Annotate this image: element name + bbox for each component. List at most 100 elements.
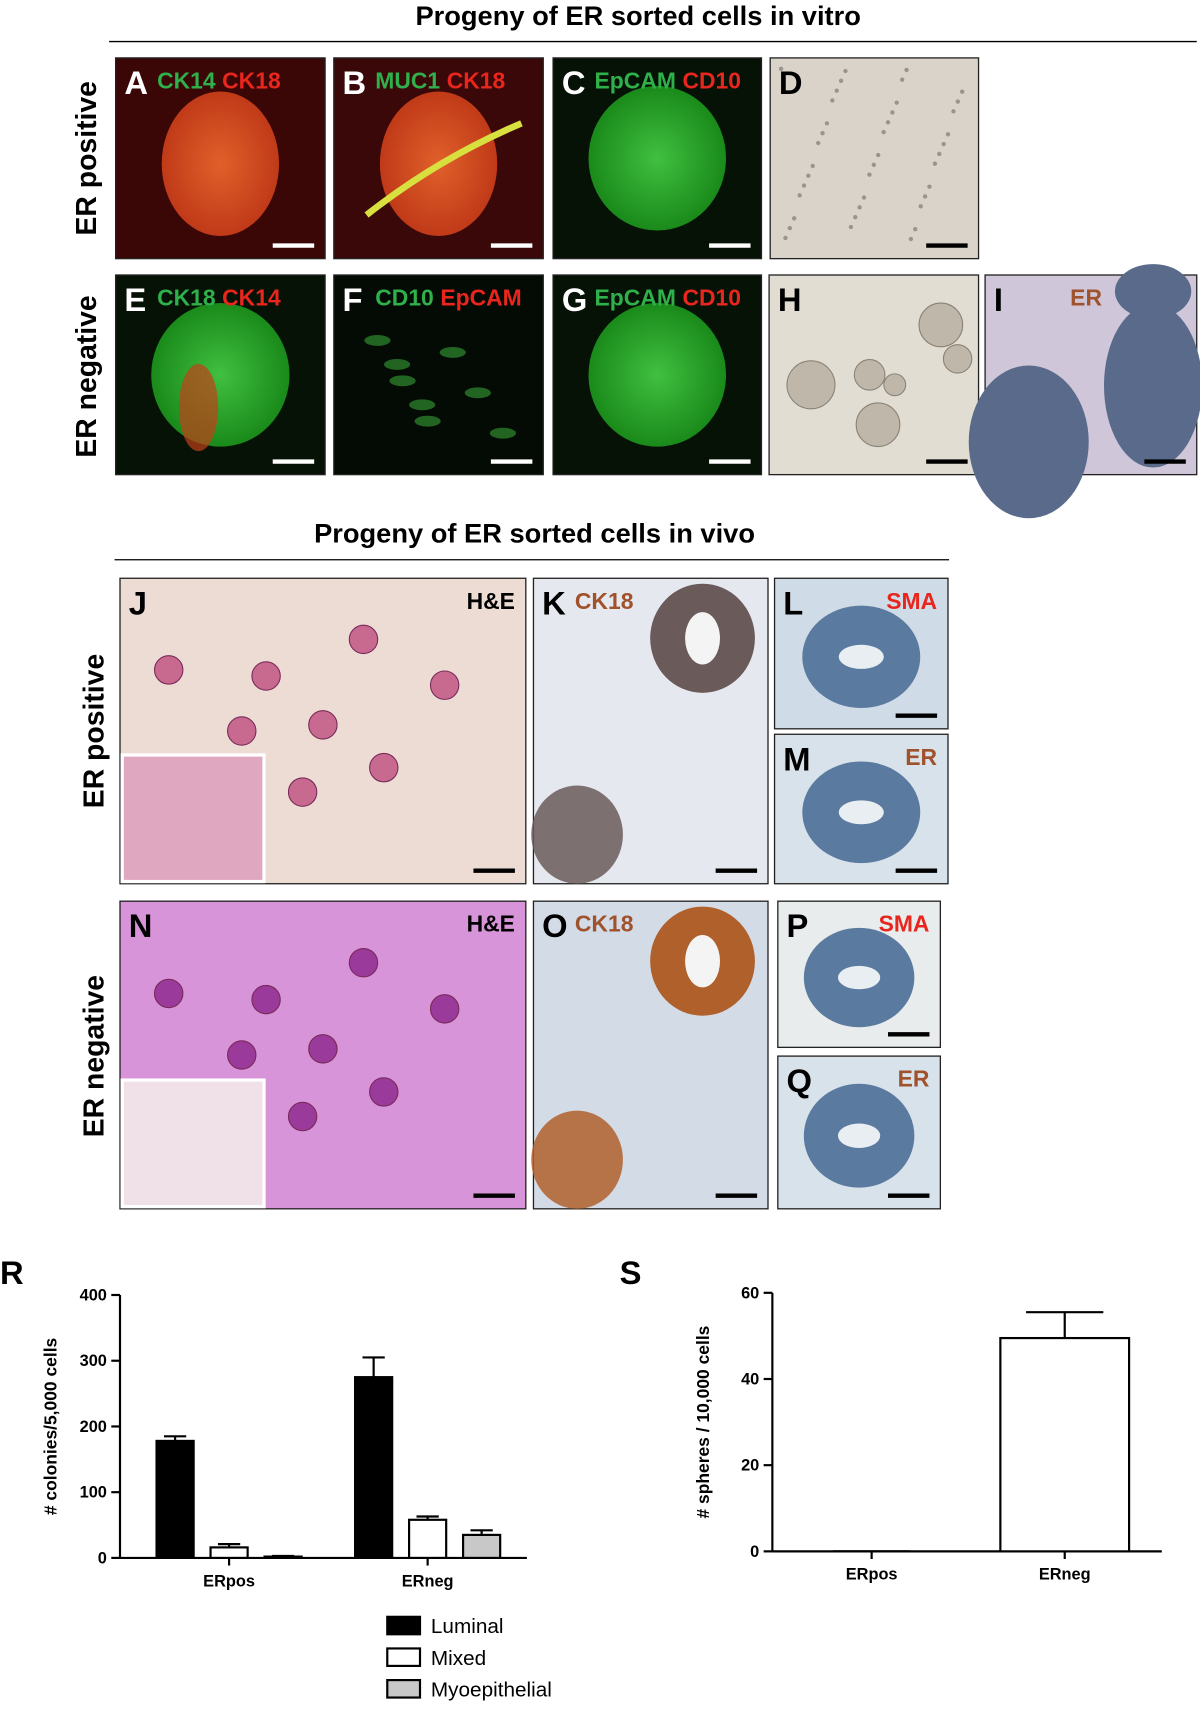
stain-label: EpCAM CD10: [595, 285, 741, 311]
x-tick-label: ERneg: [1039, 1566, 1091, 1584]
tissue: [414, 415, 441, 427]
tissue: [685, 935, 720, 988]
tissue: [251, 661, 281, 691]
tissue: [871, 162, 876, 167]
stain-text: ER: [898, 1066, 930, 1092]
tissue: [287, 1101, 318, 1132]
legend-label: Myoepithelial: [431, 1678, 552, 1701]
panel-letter: B: [343, 64, 367, 101]
panel-letter: I: [994, 281, 1003, 318]
tissue: [838, 644, 884, 669]
image-panel: A CK14 CK18: [114, 57, 326, 260]
tissue: [1104, 303, 1200, 468]
tissue: [151, 302, 290, 447]
panel-letter: E: [124, 281, 146, 318]
tissue: [369, 752, 399, 783]
bar: [263, 1555, 303, 1560]
tissue: [153, 655, 184, 685]
legend-label: Mixed: [431, 1647, 486, 1670]
stain-text: EpCAM: [595, 285, 676, 311]
bar: [408, 1518, 448, 1560]
legend-label: Luminal: [431, 1615, 504, 1638]
stain-text: CK18: [447, 67, 506, 93]
tissue: [801, 183, 807, 188]
tissue: [918, 302, 964, 348]
stain-label: ER: [1070, 285, 1102, 311]
error-bar: [362, 1356, 385, 1378]
tissue: [384, 359, 411, 370]
tissue: [161, 91, 280, 236]
tissue: [857, 205, 862, 210]
panel-frame: [333, 274, 544, 476]
panel-letter: N: [129, 907, 153, 944]
tissue: [881, 129, 886, 135]
image-panel: H: [768, 274, 980, 476]
stain-label: ER: [905, 744, 937, 770]
stain-text: CD10: [375, 285, 434, 311]
y-tick-label: 0: [750, 1543, 759, 1561]
inset: [120, 1078, 266, 1209]
tissue: [848, 224, 854, 230]
tissue: [816, 140, 821, 146]
tissue: [913, 227, 918, 232]
panel-letter: S: [620, 1254, 642, 1291]
image-panel: I ER: [968, 264, 1200, 519]
row-label: ER positive: [71, 81, 103, 235]
tissue: [830, 98, 835, 103]
x-tick-label: ERneg: [402, 1572, 454, 1590]
tissue: [806, 173, 811, 178]
tissue: [439, 347, 466, 358]
y-tick-label: 40: [741, 1370, 759, 1388]
tissue: [968, 365, 1089, 519]
panel-letter: M: [783, 740, 810, 777]
row-label: ER negative: [71, 295, 103, 457]
section-title: Progeny of ER sorted cells in vivo: [314, 517, 755, 548]
stain-label: SMA: [879, 911, 930, 937]
tissue: [900, 77, 905, 82]
tissue: [932, 161, 938, 166]
legend-swatch: [386, 1647, 422, 1667]
stain-text: ER: [1070, 285, 1102, 311]
y-axis-label: # colonies/5,000 cells: [41, 1338, 61, 1515]
tissue: [588, 302, 727, 447]
tissue: [429, 670, 460, 700]
stain-text: CK18: [222, 67, 281, 93]
tissue: [369, 1077, 399, 1107]
bar: [155, 1439, 195, 1560]
image-panel: O CK18: [531, 900, 769, 1210]
stain-label: CK18: [575, 911, 634, 937]
stain-text: CK18: [157, 285, 216, 311]
tissue: [955, 99, 960, 104]
stain-label: H&E: [467, 911, 515, 937]
tissue: [843, 68, 848, 74]
tissue: [824, 121, 830, 126]
stain-text: CD10: [682, 67, 741, 93]
stain-text: CK18: [575, 588, 634, 614]
section-title: Progeny of ER sorted cells in vitro: [415, 0, 860, 31]
panel-letter: K: [542, 584, 566, 621]
y-tick-label: 400: [80, 1286, 107, 1304]
tissue: [287, 777, 318, 807]
tissue: [153, 978, 184, 1009]
bar: [354, 1376, 394, 1559]
tissue: [837, 1123, 881, 1148]
tissue: [941, 141, 946, 147]
stain-label: SMA: [886, 588, 937, 614]
y-tick-label: 60: [741, 1284, 759, 1302]
image-panel: G EpCAM CD10: [552, 274, 763, 476]
legend-swatch: [386, 1679, 422, 1699]
panel-letter: G: [562, 281, 587, 318]
tissue: [960, 89, 965, 94]
panel-letter: D: [779, 64, 803, 101]
y-tick-label: 300: [80, 1352, 107, 1370]
image-panel: B MUC1 CK18: [333, 57, 544, 260]
image-panel: D: [769, 57, 980, 260]
tissue: [810, 163, 815, 169]
panel-letter: R: [0, 1254, 24, 1291]
image-panel: Q ER: [777, 1055, 942, 1210]
image-panel: M ER: [773, 733, 949, 885]
tissue: [685, 612, 720, 665]
panel-letter: P: [787, 907, 809, 944]
image-panel: P SMA: [777, 900, 942, 1049]
